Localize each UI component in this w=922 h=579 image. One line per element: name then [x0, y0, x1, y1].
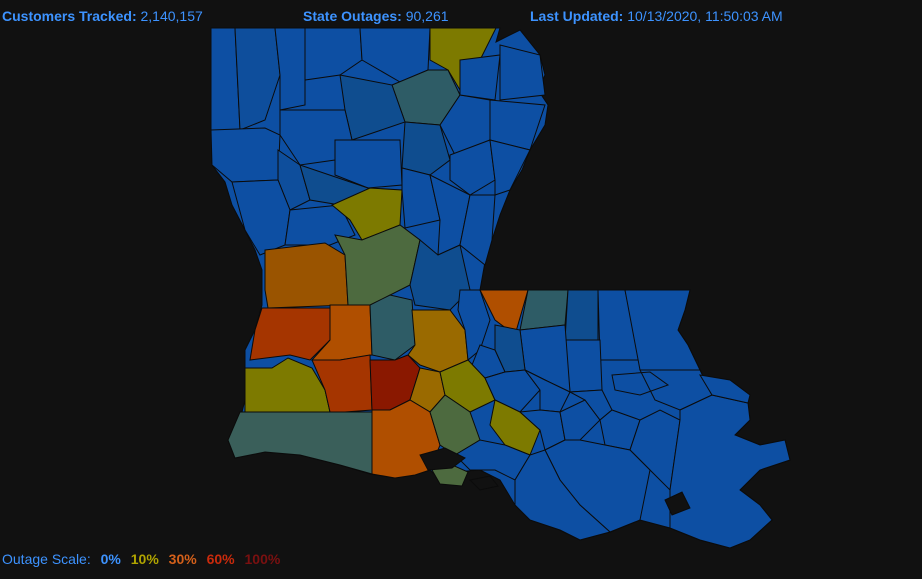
parish-vernon	[264, 242, 349, 309]
parish-cameron	[227, 411, 373, 475]
customers-tracked-stat: Customers Tracked: 2,140,157	[2, 8, 203, 24]
parish-bossier	[234, 27, 281, 131]
state-outages-stat: State Outages: 90,261	[303, 8, 449, 24]
parish-lincoln	[339, 74, 406, 141]
scale-step-10: 10%	[130, 551, 159, 567]
parish-rapides	[334, 224, 421, 306]
parish-east-carroll	[499, 44, 546, 101]
parish-claiborne	[304, 27, 363, 81]
customers-tracked-value: 2,140,157	[140, 8, 203, 24]
parish-caldwell	[401, 121, 451, 176]
parish-jackson	[334, 139, 403, 189]
parish-tangipahoa	[564, 339, 603, 393]
parish-st-bernard	[699, 374, 751, 404]
atchafalaya-bay	[468, 475, 499, 491]
parish-beauregard	[249, 307, 331, 361]
parish-red-river	[277, 149, 311, 211]
scale-step-0: 0%	[100, 551, 121, 567]
scale-step-100: 100%	[244, 551, 281, 567]
parish-la-salle	[401, 167, 441, 229]
parish-plaquemines	[669, 394, 791, 549]
customers-tracked-label: Customers Tracked:	[2, 8, 137, 24]
scale-step-60: 60%	[206, 551, 235, 567]
lake-pontchartrain	[611, 371, 670, 396]
state-outages-value: 90,261	[405, 8, 449, 24]
last-updated-label: Last Updated:	[530, 8, 624, 24]
parish-st-helena	[564, 289, 599, 341]
parish-jefferson-davis	[311, 354, 373, 413]
parish-west-carroll	[459, 54, 501, 101]
last-updated-stat: Last Updated: 10/13/2020, 11:50:03 AM	[530, 8, 783, 24]
last-updated-value: 10/13/2020, 11:50:03 AM	[627, 8, 783, 24]
parish-pointe-coupee	[457, 289, 491, 361]
outage-scale-title: Outage Scale:	[2, 551, 91, 567]
scale-step-30: 30%	[168, 551, 197, 567]
state-outages-label: State Outages:	[303, 8, 402, 24]
parish-webster	[274, 27, 306, 111]
barataria-bay	[664, 491, 691, 516]
parish-franklin	[449, 139, 496, 196]
parish-tensas	[489, 139, 531, 196]
parish-east-feliciana	[519, 289, 569, 331]
parish-evangeline	[369, 294, 416, 361]
outage-scale-legend: Outage Scale: 0% 10% 30% 60% 100%	[2, 551, 286, 567]
parish-st-james	[559, 399, 601, 441]
parish-terrebonne	[514, 449, 612, 541]
parish-concordia	[459, 194, 496, 266]
vermilion-bay	[419, 447, 466, 471]
